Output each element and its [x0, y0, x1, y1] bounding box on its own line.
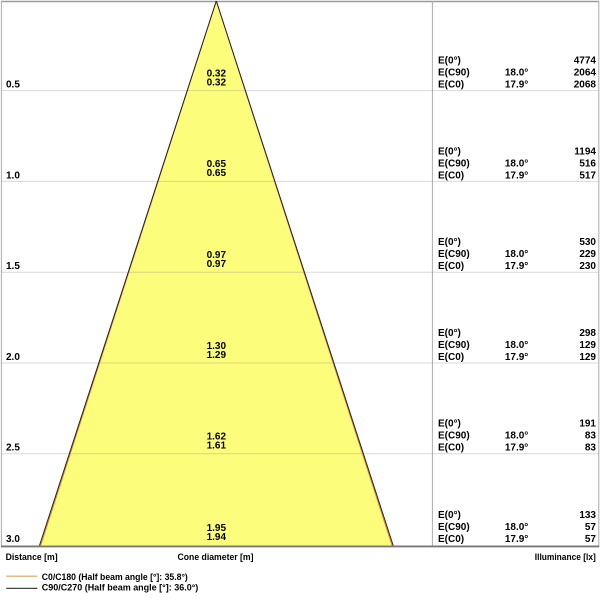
- svg-text:2.0: 2.0: [6, 352, 20, 363]
- svg-text:83: 83: [585, 443, 597, 454]
- svg-text:E(C90): E(C90): [438, 158, 470, 169]
- svg-text:530: 530: [579, 237, 596, 248]
- svg-text:191: 191: [579, 419, 596, 430]
- svg-text:1.0: 1.0: [6, 170, 20, 181]
- svg-text:E(0°): E(0°): [438, 328, 461, 339]
- svg-text:17.9°: 17.9°: [505, 170, 528, 181]
- svg-text:18.0°: 18.0°: [505, 158, 528, 169]
- svg-text:57: 57: [585, 534, 597, 545]
- svg-text:4774: 4774: [574, 56, 597, 67]
- svg-text:E(C0): E(C0): [438, 443, 464, 454]
- svg-text:E(C90): E(C90): [438, 249, 470, 260]
- svg-text:C90/C270 (Half beam angle [°]:: C90/C270 (Half beam angle [°]: 36.0°): [42, 582, 199, 593]
- svg-text:E(C0): E(C0): [438, 261, 464, 272]
- svg-text:0.32: 0.32: [207, 77, 227, 88]
- svg-text:0.65: 0.65: [207, 168, 227, 179]
- svg-text:E(C90): E(C90): [438, 522, 470, 533]
- svg-text:129: 129: [579, 340, 596, 351]
- svg-text:2068: 2068: [574, 80, 597, 91]
- svg-text:1.29: 1.29: [207, 350, 227, 361]
- svg-text:1.61: 1.61: [207, 441, 227, 452]
- svg-text:517: 517: [579, 170, 596, 181]
- svg-text:229: 229: [579, 249, 596, 260]
- svg-text:3.0: 3.0: [6, 534, 20, 545]
- svg-text:E(C90): E(C90): [438, 340, 470, 351]
- svg-text:Cone diameter [m]: Cone diameter [m]: [178, 552, 254, 563]
- svg-text:0.97: 0.97: [207, 259, 227, 270]
- svg-text:18.0°: 18.0°: [505, 340, 528, 351]
- svg-text:E(0°): E(0°): [438, 510, 461, 521]
- svg-text:133: 133: [579, 510, 596, 521]
- svg-text:298: 298: [579, 328, 596, 339]
- svg-text:18.0°: 18.0°: [505, 68, 528, 79]
- svg-text:E(C0): E(C0): [438, 534, 464, 545]
- svg-text:E(C90): E(C90): [438, 68, 470, 79]
- svg-text:0.5: 0.5: [6, 80, 20, 91]
- svg-text:17.9°: 17.9°: [505, 80, 528, 91]
- svg-text:129: 129: [579, 352, 596, 363]
- svg-text:83: 83: [585, 431, 597, 442]
- svg-text:E(C0): E(C0): [438, 352, 464, 363]
- svg-text:2.5: 2.5: [6, 443, 20, 454]
- svg-text:E(C0): E(C0): [438, 80, 464, 91]
- svg-text:0.97: 0.97: [207, 250, 227, 261]
- svg-text:E(0°): E(0°): [438, 419, 461, 430]
- svg-text:516: 516: [579, 158, 596, 169]
- svg-text:18.0°: 18.0°: [505, 431, 528, 442]
- svg-text:1.62: 1.62: [207, 432, 227, 443]
- svg-text:E(C90): E(C90): [438, 431, 470, 442]
- svg-text:0.65: 0.65: [207, 159, 227, 170]
- svg-text:1194: 1194: [574, 146, 596, 157]
- svg-text:E(0°): E(0°): [438, 146, 461, 157]
- svg-text:17.9°: 17.9°: [505, 261, 528, 272]
- svg-text:1.5: 1.5: [6, 261, 20, 272]
- svg-text:Illuminance [lx]: Illuminance [lx]: [535, 552, 596, 563]
- svg-text:17.9°: 17.9°: [505, 443, 528, 454]
- svg-text:17.9°: 17.9°: [505, 534, 528, 545]
- svg-text:Distance [m]: Distance [m]: [6, 552, 58, 563]
- svg-text:18.0°: 18.0°: [505, 249, 528, 260]
- svg-text:1.30: 1.30: [207, 341, 227, 352]
- svg-text:18.0°: 18.0°: [505, 522, 528, 533]
- svg-text:C0/C180 (Half beam angle [°]:: C0/C180 (Half beam angle [°]: 35.8°): [42, 571, 188, 582]
- svg-text:17.9°: 17.9°: [505, 352, 528, 363]
- svg-text:2064: 2064: [574, 68, 597, 79]
- svg-text:1.94: 1.94: [207, 532, 227, 543]
- svg-text:1.95: 1.95: [207, 523, 227, 534]
- svg-text:E(C0): E(C0): [438, 170, 464, 181]
- svg-text:230: 230: [579, 261, 596, 272]
- svg-text:E(0°): E(0°): [438, 56, 461, 67]
- svg-text:0.32: 0.32: [207, 68, 227, 79]
- svg-text:E(0°): E(0°): [438, 237, 461, 248]
- svg-text:57: 57: [585, 522, 597, 533]
